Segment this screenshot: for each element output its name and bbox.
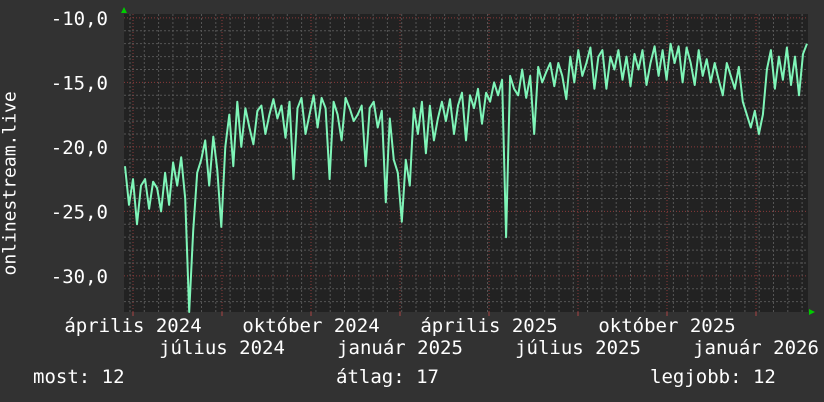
x-tick-label: július 2024	[159, 337, 285, 359]
footer-last: most: 12	[33, 366, 125, 388]
y-tick-label: -25,0	[51, 201, 108, 223]
x-tick-label: október 2024	[242, 315, 379, 337]
y-tick-label: -30,0	[51, 266, 108, 288]
x-tick-label: április 2024	[64, 315, 201, 337]
footer-average: átlag: 17	[336, 366, 439, 388]
x-tick-label: április 2025	[420, 315, 557, 337]
y-tick-label: -20,0	[51, 137, 108, 159]
x-axis-arrow-icon	[809, 309, 815, 315]
x-tick-label: január 2026	[693, 337, 819, 359]
y-axis-arrow-icon	[121, 7, 127, 13]
plot-area	[124, 14, 808, 312]
series-line	[124, 42, 808, 313]
y-axis-label: onlinestream.live	[0, 91, 21, 276]
x-tick-label: október 2025	[598, 315, 735, 337]
y-tick-label: -15,0	[51, 72, 108, 94]
y-tick-label: -10,0	[51, 8, 108, 30]
x-tick-label: július 2025	[515, 337, 641, 359]
footer-max: legjobb: 12	[650, 366, 776, 388]
x-tick-label: január 2025	[337, 337, 463, 359]
